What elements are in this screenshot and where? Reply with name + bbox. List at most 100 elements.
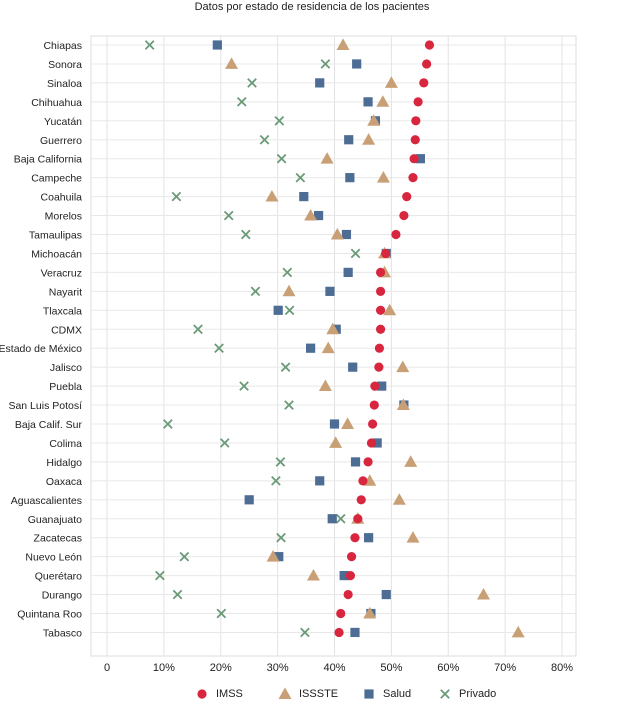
category-label: Chihuahua bbox=[31, 97, 82, 109]
point-issste-31 bbox=[363, 606, 377, 619]
legend-label: Privado bbox=[459, 688, 497, 700]
category-label: Nayarit bbox=[49, 286, 82, 298]
category-label: Estado de México bbox=[0, 343, 82, 355]
grid-lines bbox=[90, 35, 577, 657]
point-issste-16 bbox=[326, 322, 340, 335]
legend-marker-issste bbox=[278, 687, 292, 699]
point-privado-20 bbox=[284, 400, 294, 410]
point-privado-22 bbox=[219, 438, 230, 448]
point-salud-30 bbox=[381, 589, 391, 600]
point-imss-30 bbox=[343, 589, 353, 600]
category-label: Chiapas bbox=[43, 40, 82, 52]
point-privado-10 bbox=[223, 210, 234, 221]
category-labels: Chiapas Sonora Sinaloa Chihuahua Yucatán Guer… bbox=[0, 40, 82, 639]
point-imss-6 bbox=[410, 135, 420, 145]
category-label: Sinaloa bbox=[47, 78, 82, 90]
point-issste-4 bbox=[376, 95, 390, 107]
point-privado-17 bbox=[214, 343, 224, 354]
point-issste-28 bbox=[266, 550, 280, 562]
point-issste-9 bbox=[265, 190, 279, 202]
point-privado-12 bbox=[350, 248, 361, 259]
point-salud-24 bbox=[315, 476, 325, 486]
point-issste-1 bbox=[336, 38, 350, 50]
point-issste-29 bbox=[306, 569, 320, 581]
point-imss-7 bbox=[409, 154, 419, 164]
category-label: San Luis Potosí bbox=[8, 400, 82, 412]
point-privado-30 bbox=[172, 589, 183, 600]
category-label: Tamaulipas bbox=[29, 230, 82, 242]
legend: IMSS ISSSTE Salud Privado bbox=[0, 686, 624, 702]
legend-item-imss: IMSS bbox=[194, 686, 243, 702]
legend-label: IMSS bbox=[216, 688, 243, 700]
legend-swatch-privado bbox=[440, 689, 450, 699]
point-privado-24 bbox=[271, 476, 281, 486]
point-issste-18 bbox=[396, 360, 410, 373]
category-label: Quintana Roo bbox=[17, 609, 82, 621]
point-imss-26 bbox=[353, 514, 363, 524]
point-imss-22 bbox=[366, 438, 377, 448]
point-issste-21 bbox=[341, 417, 355, 429]
legend-marker-salud bbox=[364, 689, 374, 699]
point-imss-25 bbox=[356, 495, 366, 505]
point-imss-20 bbox=[369, 400, 379, 410]
point-privado-7 bbox=[276, 153, 287, 164]
point-salud-21 bbox=[329, 419, 340, 429]
category-label: Durango bbox=[42, 590, 82, 602]
point-issste-17 bbox=[321, 341, 335, 354]
plot-frame bbox=[90, 35, 577, 657]
category-label: Guanajuato bbox=[28, 514, 82, 526]
point-issste-30 bbox=[477, 587, 491, 600]
point-salud-3 bbox=[315, 78, 325, 88]
point-salud-18 bbox=[348, 362, 358, 372]
point-salud-29 bbox=[339, 571, 349, 581]
point-salud-26 bbox=[327, 514, 337, 524]
x-tick-label: 30% bbox=[267, 662, 289, 674]
point-salud-13 bbox=[343, 267, 353, 277]
category-label: CDMX bbox=[51, 324, 82, 336]
x-tick-label: 50% bbox=[380, 662, 402, 674]
category-label: Campeche bbox=[31, 173, 82, 185]
category-label: Guerrero bbox=[40, 135, 82, 147]
point-salud-10 bbox=[313, 210, 324, 221]
point-imss-23 bbox=[363, 457, 373, 467]
point-salud-1 bbox=[212, 40, 222, 50]
category-label: Baja Calif. Sur bbox=[15, 419, 83, 431]
point-privado-11 bbox=[240, 229, 251, 240]
point-issste-6 bbox=[362, 133, 376, 145]
point-issste-23 bbox=[404, 455, 418, 467]
point-salud-2 bbox=[352, 59, 362, 69]
point-privado-2 bbox=[320, 59, 331, 69]
point-imss-2 bbox=[422, 59, 432, 69]
point-privado-8 bbox=[295, 172, 306, 183]
point-issste-32 bbox=[511, 625, 525, 638]
point-imss-18 bbox=[374, 362, 384, 372]
point-imss-3 bbox=[419, 78, 429, 88]
point-salud-32 bbox=[350, 627, 360, 638]
x-tick-label: 70% bbox=[494, 662, 516, 674]
point-salud-15 bbox=[273, 305, 283, 315]
legend-swatch-imss bbox=[197, 689, 207, 699]
category-label: Baja California bbox=[14, 154, 82, 166]
x-tick-label: 60% bbox=[437, 662, 459, 674]
point-issste-8 bbox=[376, 171, 390, 183]
category-label: Oaxaca bbox=[46, 476, 82, 488]
point-issste-10 bbox=[304, 208, 318, 221]
point-imss-13 bbox=[375, 267, 386, 277]
point-privado-13 bbox=[282, 267, 293, 278]
x-tick-label: 0 bbox=[104, 662, 110, 674]
point-issste-20 bbox=[396, 398, 410, 410]
category-label: Hidalgo bbox=[46, 457, 82, 469]
point-imss-10 bbox=[399, 210, 409, 221]
legend-marker-privado bbox=[440, 689, 450, 699]
point-salud-6 bbox=[344, 135, 354, 145]
category-label: Aguascalientes bbox=[11, 495, 82, 507]
category-label: Sonora bbox=[48, 59, 82, 71]
category-label: Colima bbox=[49, 438, 82, 450]
point-imss-19 bbox=[370, 381, 380, 391]
category-label: Tlaxcala bbox=[43, 305, 82, 317]
chart-title: Datos por estado de residencia de los pa… bbox=[194, 1, 430, 13]
x-tick-label: 80% bbox=[551, 662, 573, 674]
point-privado-19 bbox=[239, 381, 249, 391]
point-salud-14 bbox=[325, 286, 335, 296]
category-label: Tabasco bbox=[43, 627, 82, 639]
